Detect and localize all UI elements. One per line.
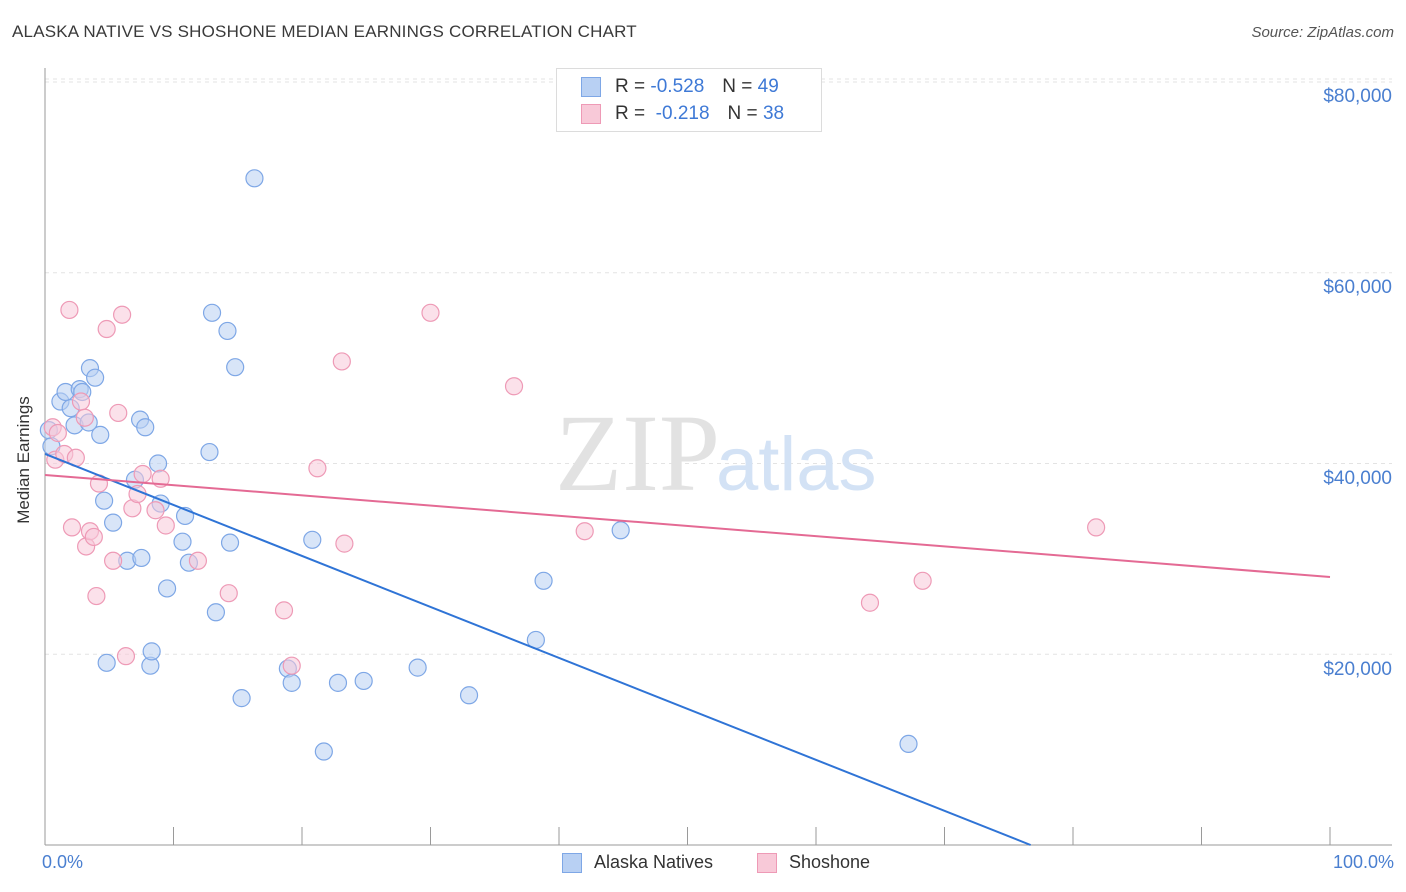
- chart-source: Source: ZipAtlas.com: [1251, 24, 1394, 41]
- point-alaska-natives: [148, 454, 168, 473]
- point-shoshone: [62, 518, 82, 537]
- n-label: N =: [722, 76, 753, 97]
- n-value-pink: 38: [762, 103, 785, 124]
- y-tick-label: $20,000: [1323, 659, 1392, 680]
- stats-legend-box: R = -0.528 N = 49 R = -0.218 N = 38: [556, 68, 822, 132]
- point-shoshone: [104, 551, 123, 570]
- point-shoshone: [308, 459, 327, 478]
- point-alaska-natives: [611, 521, 630, 540]
- point-alaska-natives: [173, 532, 192, 551]
- point-alaska-natives: [157, 579, 177, 598]
- chart-title: ALASKA NATIVE VS SHOSHONE MEDIAN EARNING…: [12, 22, 637, 41]
- point-shoshone: [146, 501, 165, 520]
- stats-row-pink: R = -0.218 N = 38: [581, 101, 784, 127]
- r-value-blue: -0.528: [650, 76, 705, 97]
- point-shoshone: [109, 403, 128, 423]
- point-shoshone: [116, 647, 136, 666]
- legend-label-blue: Alaska Natives: [594, 852, 714, 872]
- y-tick-label: $80,000: [1323, 86, 1392, 107]
- point-alaska-natives: [226, 358, 245, 377]
- point-alaska-natives: [104, 513, 123, 532]
- trend-layer: [44, 453, 1331, 846]
- point-alaska-natives: [91, 425, 110, 444]
- point-alaska-natives: [97, 653, 116, 672]
- point-alaska-natives: [408, 658, 427, 677]
- point-shoshone: [84, 527, 103, 547]
- point-alaska-natives: [354, 671, 373, 691]
- point-shoshone: [335, 534, 354, 553]
- r-value-pink: -0.218: [655, 103, 710, 124]
- point-alaska-natives: [86, 368, 105, 387]
- point-alaska-natives: [328, 673, 348, 692]
- point-shoshone: [60, 300, 79, 320]
- watermark-atlas: atlas: [716, 422, 877, 507]
- point-alaska-natives: [314, 742, 333, 761]
- point-alaska-natives: [95, 491, 114, 510]
- point-shoshone: [133, 464, 152, 484]
- point-alaska-natives: [142, 642, 161, 661]
- n-label: N =: [727, 103, 758, 124]
- legend-label-pink: Shoshone: [789, 852, 871, 872]
- point-alaska-natives: [282, 673, 301, 692]
- r-label: R =: [615, 76, 646, 97]
- y-tick-label: $40,000: [1323, 468, 1392, 489]
- axes-layer: [44, 68, 1392, 846]
- stats-row-blue: R = -0.528 N = 49: [581, 74, 779, 100]
- legend-swatch-blue: [562, 852, 582, 873]
- legend-item-alaska-natives: Alaska Natives: [562, 852, 713, 873]
- point-alaska-natives: [232, 689, 251, 708]
- point-shoshone: [860, 593, 880, 612]
- y-tick-label: $60,000: [1323, 277, 1392, 298]
- point-alaska-natives: [303, 530, 322, 549]
- legend-swatch-pink: [757, 852, 777, 873]
- trend-line-alaska-natives: [44, 453, 1031, 846]
- point-shoshone: [87, 586, 106, 606]
- y-axis-title: Median Earnings: [14, 396, 33, 524]
- point-alaska-natives: [534, 571, 553, 590]
- x-tick-label-max: 100.0%: [1332, 852, 1394, 872]
- grid-layer: [45, 78, 1392, 655]
- trend-line-shoshone: [44, 473, 1331, 578]
- legend-item-shoshone: Shoshone: [757, 852, 870, 873]
- x-tick-label-min: 0.0%: [42, 852, 84, 872]
- point-shoshone: [282, 656, 301, 675]
- point-shoshone: [75, 408, 94, 427]
- point-alaska-natives: [459, 686, 479, 705]
- point-shoshone: [504, 377, 524, 396]
- point-alaska-natives: [132, 548, 151, 568]
- point-alaska-natives: [899, 734, 918, 754]
- point-shoshone: [332, 352, 351, 371]
- point-shoshone: [1087, 518, 1106, 537]
- point-alaska-natives: [136, 418, 155, 437]
- r-label: R =: [615, 103, 646, 124]
- point-shoshone: [421, 303, 440, 322]
- n-value-blue: 49: [757, 76, 779, 97]
- point-shoshone: [112, 305, 132, 324]
- point-alaska-natives: [202, 303, 222, 322]
- point-shoshone: [97, 319, 116, 339]
- point-shoshone: [71, 392, 91, 411]
- point-shoshone: [274, 601, 294, 620]
- watermark-zip: ZIP: [555, 392, 720, 514]
- point-alaska-natives: [206, 603, 226, 622]
- points-layer: [39, 169, 1106, 761]
- point-shoshone: [48, 423, 67, 443]
- point-shoshone: [575, 522, 594, 541]
- point-alaska-natives: [245, 169, 264, 188]
- point-shoshone: [188, 551, 208, 570]
- blue-swatch: [581, 77, 601, 97]
- point-shoshone: [219, 584, 238, 603]
- point-alaska-natives: [218, 321, 237, 341]
- pink-swatch: [581, 104, 601, 124]
- point-shoshone: [156, 516, 175, 535]
- point-alaska-natives: [220, 533, 240, 552]
- point-shoshone: [913, 571, 932, 590]
- point-alaska-natives: [200, 442, 219, 462]
